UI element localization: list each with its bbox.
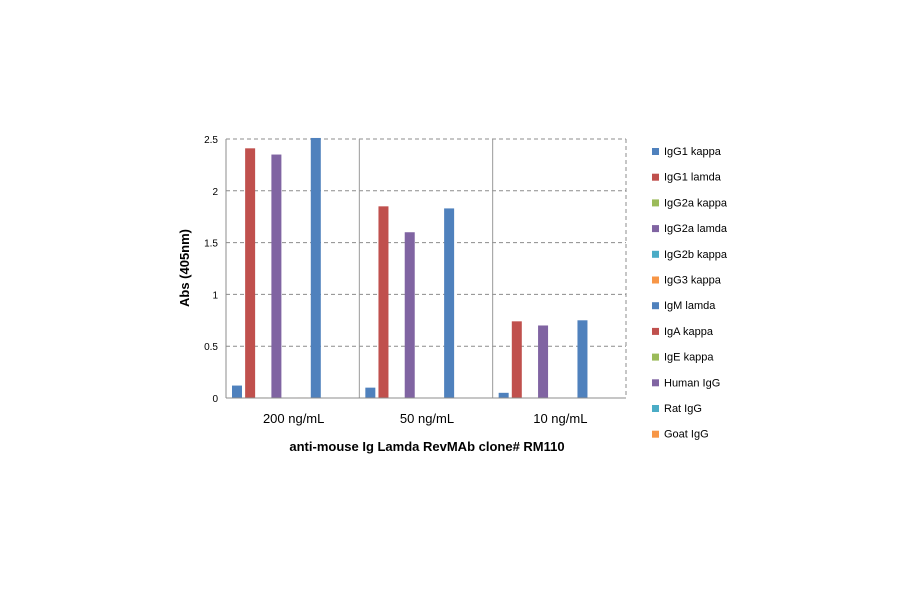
bar xyxy=(577,320,588,398)
bar xyxy=(444,208,455,398)
legend-label: Human IgG xyxy=(664,377,720,389)
legend-label: IgG2a kappa xyxy=(664,197,728,209)
legend-label: IgG2b kappa xyxy=(664,249,728,261)
legend-swatch xyxy=(652,405,659,412)
legend-label: IgE kappa xyxy=(664,352,714,364)
legend-swatch xyxy=(652,379,659,387)
legend-swatch xyxy=(652,353,659,361)
legend-swatch xyxy=(652,148,659,155)
legend-label: IgM lamda xyxy=(664,300,716,312)
bar xyxy=(378,206,389,398)
y-tick-label: 0.5 xyxy=(204,342,218,353)
legend-swatch xyxy=(652,173,659,181)
legend-swatch xyxy=(652,199,659,207)
bar xyxy=(365,387,376,398)
y-tick-label: 2.5 xyxy=(204,135,218,146)
bar xyxy=(245,148,256,398)
legend-label: Rat IgG xyxy=(664,403,702,415)
y-tick-label: 1.5 xyxy=(204,239,218,250)
legend-swatch xyxy=(652,327,659,335)
legend-label: IgG2a lamda xyxy=(664,223,728,235)
bar xyxy=(404,232,415,398)
y-tick-label: 1 xyxy=(212,290,218,301)
bars xyxy=(232,137,588,399)
y-tick-label: 2 xyxy=(212,187,218,198)
legend: IgG1 kappa IgG1 lamda IgG2a kappa IgG2a lam… xyxy=(652,146,728,441)
legend-swatch xyxy=(652,276,659,284)
bar xyxy=(538,325,549,398)
bar xyxy=(310,137,321,399)
legend-label: IgG1 lamda xyxy=(664,172,722,184)
legend-label: IgA kappa xyxy=(664,326,714,338)
y-axis-title: Abs (405nm) xyxy=(177,229,192,307)
legend-label: Goat IgG xyxy=(664,429,709,441)
x-tick-label: 50 ng/mL xyxy=(400,411,454,426)
legend-swatch xyxy=(652,430,659,438)
bar xyxy=(498,392,509,398)
y-tick-label: 0 xyxy=(212,394,218,405)
legend-label: IgG1 kappa xyxy=(664,146,722,158)
axes: 0 0.5 1 1.5 2 2.5 200 ng/mL 50 ng/mL 10 ng/mL xyxy=(204,135,626,426)
grid xyxy=(226,138,627,398)
x-axis-title: anti-mouse Ig Lamda RevMAb clone# RM110 xyxy=(289,439,564,454)
bar xyxy=(511,321,522,398)
bar xyxy=(232,385,242,398)
legend-swatch xyxy=(652,250,659,258)
legend-swatch xyxy=(652,302,659,310)
bar xyxy=(271,154,282,398)
x-tick-label: 10 ng/mL xyxy=(533,411,587,426)
legend-label: IgG3 kappa xyxy=(664,275,722,287)
x-tick-label: 200 ng/mL xyxy=(263,411,324,426)
legend-swatch xyxy=(652,225,659,233)
